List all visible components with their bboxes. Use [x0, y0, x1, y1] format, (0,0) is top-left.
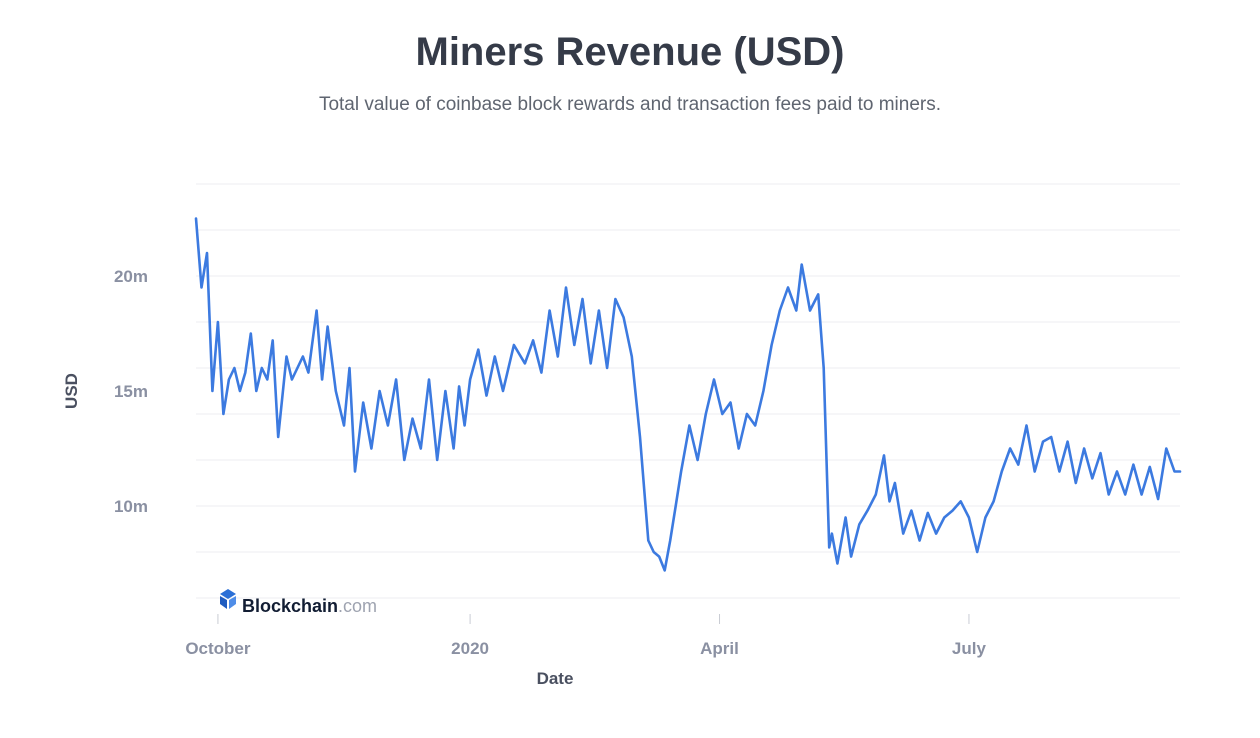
blockchain-watermark: Blockchain .com: [220, 589, 377, 616]
x-tick-label: July: [952, 639, 987, 658]
series-line: [194, 217, 1182, 572]
chart-title: Miners Revenue (USD): [415, 30, 845, 74]
y-axis-title: USD: [62, 373, 81, 409]
x-tick-label: October: [185, 639, 251, 658]
watermark-brand: Blockchain: [242, 596, 338, 616]
y-tick-label: 20m: [114, 267, 148, 286]
x-axis-title: Date: [537, 669, 574, 688]
blockchain-logo-icon: [220, 589, 236, 609]
x-axis: October 2020 April July: [185, 614, 986, 658]
watermark-suffix: .com: [338, 596, 377, 616]
grid-lines: [196, 183, 1180, 599]
x-tick-label: April: [700, 639, 739, 658]
x-tick-label: 2020: [451, 639, 489, 658]
chart-subtitle: Total value of coinbase block rewards an…: [318, 94, 942, 115]
y-tick-label: 15m: [114, 382, 148, 401]
y-tick-label: 10m: [114, 497, 148, 516]
y-axis: 10m 15m 20m: [114, 267, 148, 516]
